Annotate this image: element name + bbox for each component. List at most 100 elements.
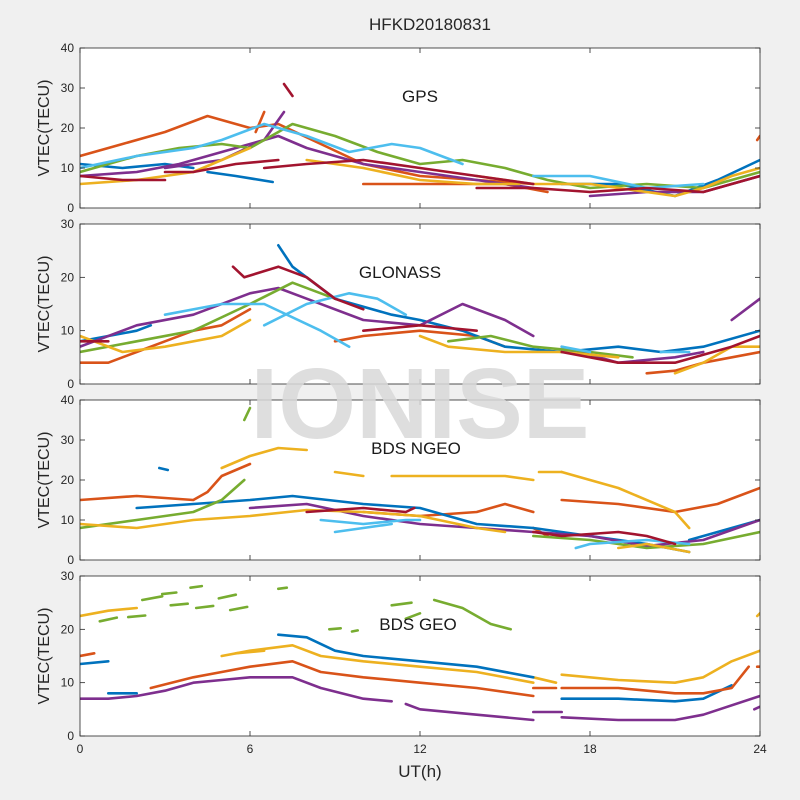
series-line [206,170,274,184]
y-tick-label: 20 [61,270,75,284]
series-line [80,462,252,502]
series-line [80,676,393,703]
panel-label: BDS GEO [379,615,456,634]
series-group [80,406,760,554]
series-group [80,584,760,722]
series-line [305,506,416,514]
series-line [560,684,733,703]
series-line [305,158,521,186]
series-line [160,591,178,596]
series-group [80,82,760,198]
series-line [753,705,760,711]
series-line [163,302,351,348]
series-line [617,542,691,554]
y-tick-label: 30 [61,81,75,95]
series-line [149,660,535,698]
series-line [532,530,760,550]
series-line [98,616,119,623]
plot-area [80,48,760,208]
y-tick-label: 10 [61,676,75,690]
series-line [432,598,512,631]
series-line [560,334,760,364]
y-tick-label: 20 [61,121,75,135]
plot-area [80,576,760,736]
y-tick-label: 30 [61,433,75,447]
series-line [404,612,422,620]
panel-label: BDS NGEO [371,439,461,458]
figure-title: HFKD20180831 [369,15,491,34]
y-axis-label: VTEC(TECU) [36,608,53,705]
series-line [532,530,677,546]
panel-label: GPS [402,87,438,106]
y-tick-label: 0 [67,553,74,567]
panel-0: 0 10 20 30 40 VTEC(TECU) GPS [36,41,761,215]
series-line [319,518,422,526]
y-tick-label: 20 [61,473,75,487]
x-tick-label: 6 [247,742,254,756]
y-tick-label: 0 [67,201,74,215]
series-line [277,633,535,679]
y-axis-label: VTEC(TECU) [36,256,53,353]
series-line [262,158,535,186]
y-axis-label: VTEC(TECU) [36,432,53,529]
series-line [532,174,705,190]
series-line [532,676,558,684]
y-tick-label: 40 [61,41,75,55]
series-line [560,345,592,354]
panel-label: GLONASS [359,263,441,282]
series-line [333,522,393,534]
x-axis-label: UT(h) [398,762,441,781]
series-line [80,478,246,530]
series-line [80,508,507,534]
series-line [80,318,252,354]
series-line [560,665,750,695]
series-line [560,470,691,530]
series-line [447,334,634,359]
series-line [243,406,252,422]
series-line [234,649,266,655]
series-line [80,652,96,658]
series-line [80,660,110,666]
series-line [350,629,359,633]
plot-area [80,400,760,560]
series-line [80,281,337,354]
series-line [158,466,170,472]
series-line [730,297,760,322]
panel-2: 0 10 20 30 40 VTEC(TECU) BDS NGEO [36,393,761,567]
series-line [475,166,760,198]
series-line [228,605,249,612]
series-line [126,614,147,619]
series-line [755,612,760,618]
series-line [80,308,252,364]
y-tick-label: 20 [61,622,75,636]
series-line [282,82,294,98]
series-line [80,286,535,348]
series-line [163,158,280,174]
panel-1: 0 10 20 30 VTEC(TECU) GLONASS [36,217,761,391]
series-line [217,593,238,600]
series-group [80,244,760,375]
series-line [673,345,760,375]
series-line [80,324,153,343]
series-line [560,694,760,722]
x-tick-label: 12 [413,742,427,756]
series-line [390,474,535,482]
series-line [262,292,408,327]
series-line [189,584,204,589]
series-line [362,324,478,332]
plot-area [80,224,760,384]
x-tick-label: 24 [753,742,767,756]
y-tick-label: 40 [61,393,75,407]
series-line [169,602,189,607]
series-line [80,174,167,182]
series-line [231,265,365,311]
series-line [755,134,760,142]
x-tick-label: 0 [77,742,84,756]
series-line [220,446,308,470]
series-line [328,627,342,631]
series-line [404,702,535,722]
series-line [80,122,464,170]
y-tick-label: 10 [61,324,75,338]
series-line [141,595,164,602]
series-line [475,174,760,194]
